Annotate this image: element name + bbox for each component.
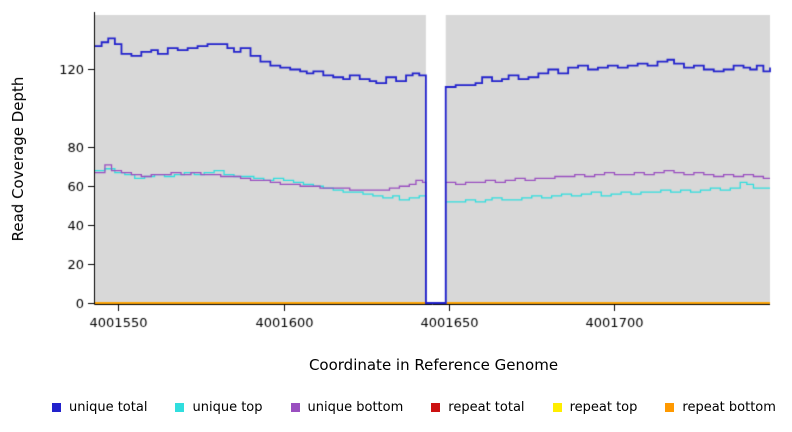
x-axis-title: Coordinate in Reference Genome: [308, 356, 559, 374]
legend-item-repeat-bottom: repeat bottom: [665, 400, 776, 415]
legend-swatch-repeat-top-icon: [552, 403, 562, 412]
legend-label-repeat-total: repeat total: [448, 400, 525, 415]
legend-item-repeat-top: repeat top: [552, 400, 638, 415]
legend-swatch-unique-total-icon: [52, 403, 61, 412]
y-axis-title: Read Coverage Depth: [9, 76, 27, 242]
legend-label-unique-total: unique total: [69, 400, 148, 415]
legend-item-unique-bottom: unique bottom: [290, 400, 404, 415]
legend-item-unique-total: unique total: [52, 400, 147, 415]
legend-label-repeat-top: repeat top: [569, 400, 638, 415]
legend-item-unique-top: unique top: [175, 400, 263, 415]
legend-label-repeat-bottom: repeat bottom: [682, 400, 776, 415]
legend: unique total unique top unique bottom re…: [0, 400, 792, 415]
coverage-plot-canvas: [0, 0, 792, 346]
legend-swatch-repeat-bottom-icon: [665, 403, 675, 412]
legend-item-repeat-total: repeat total: [431, 400, 525, 415]
legend-swatch-unique-bottom-icon: [290, 403, 300, 412]
legend-label-unique-top: unique top: [192, 400, 263, 415]
legend-swatch-unique-top-icon: [175, 403, 185, 412]
legend-label-unique-bottom: unique bottom: [307, 400, 404, 415]
legend-swatch-repeat-total-icon: [431, 403, 441, 412]
